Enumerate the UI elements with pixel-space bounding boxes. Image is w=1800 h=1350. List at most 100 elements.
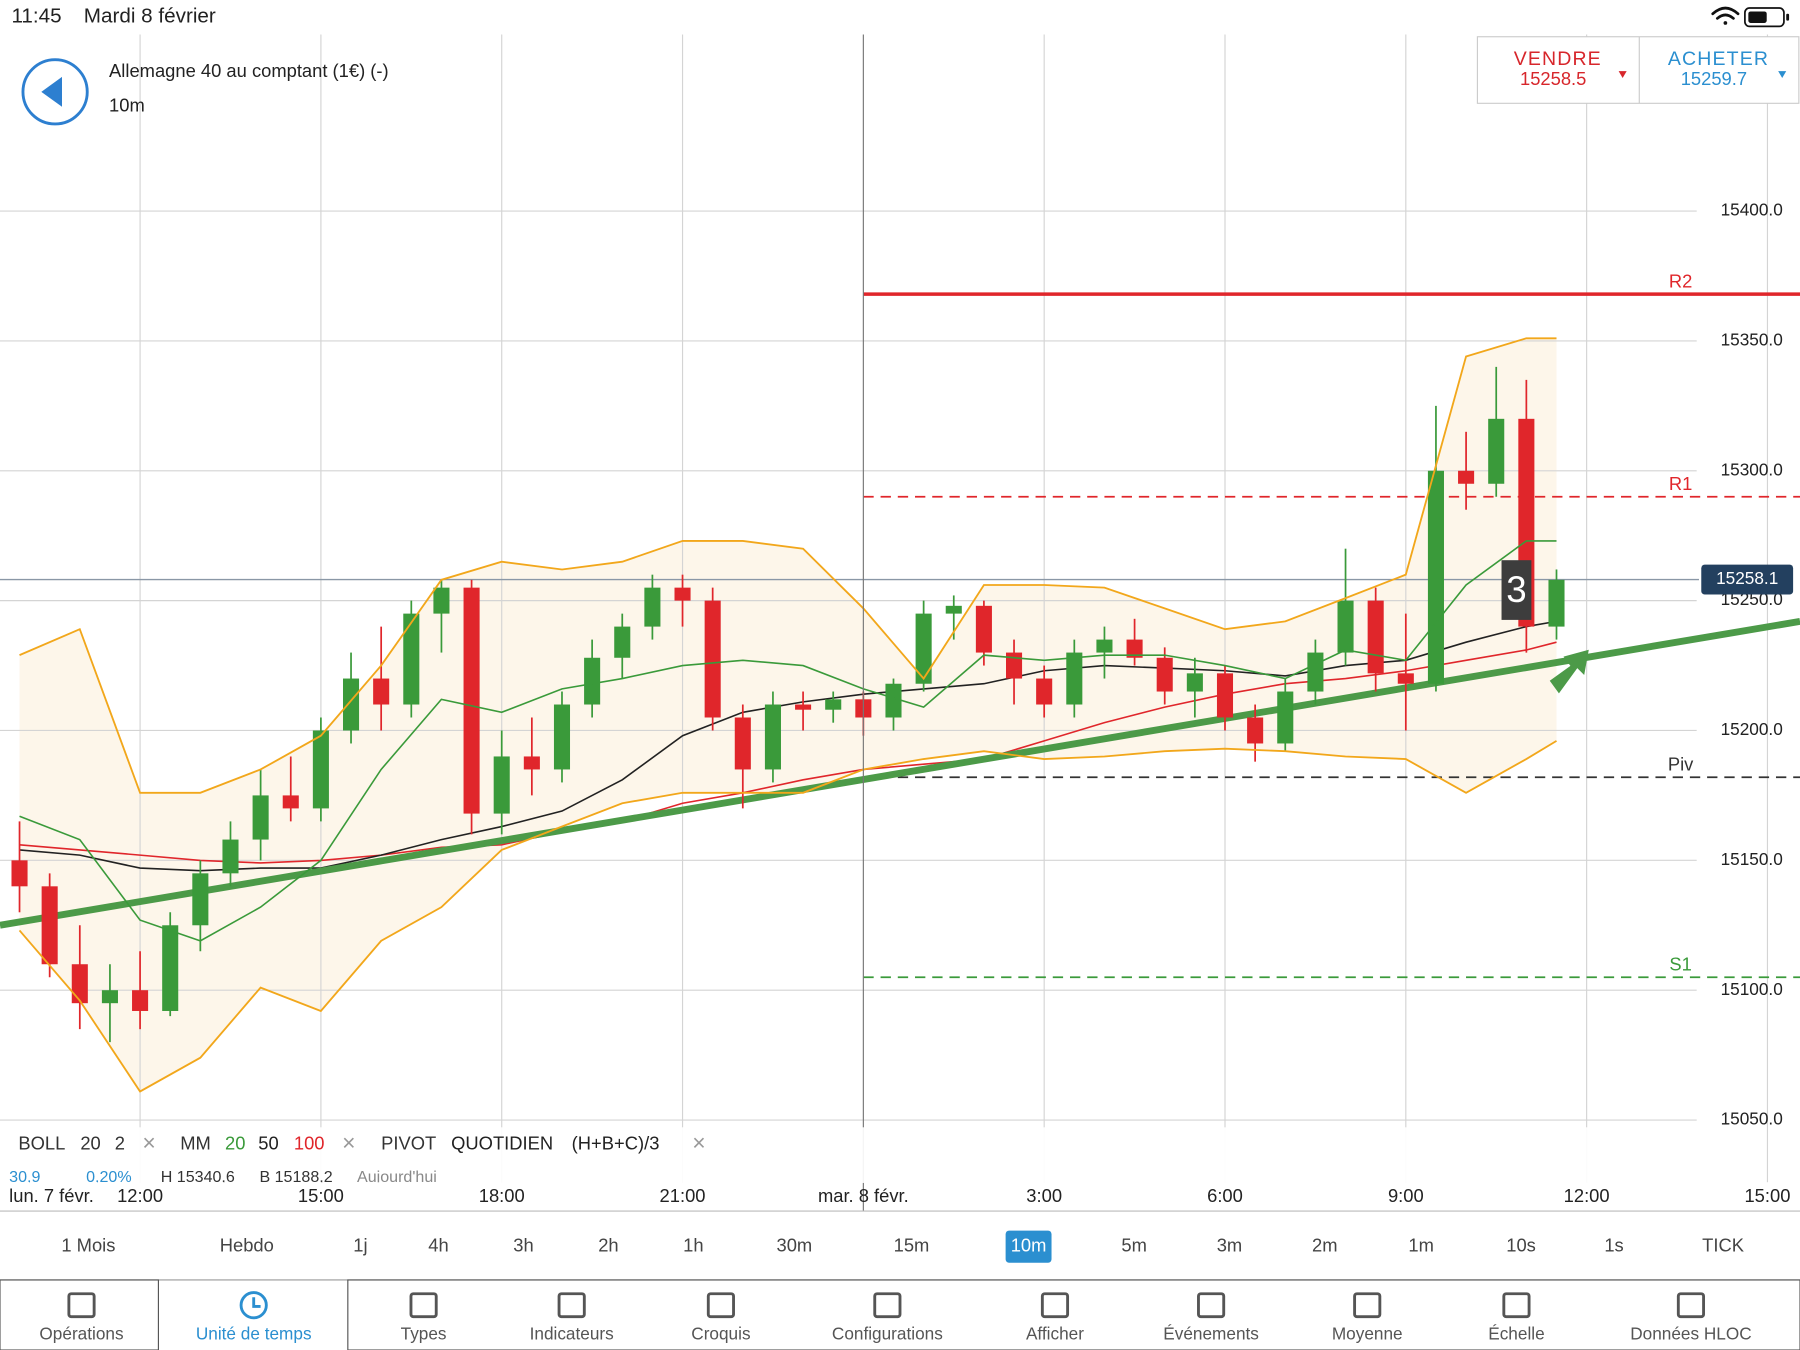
candle-body — [192, 873, 209, 926]
timeframe-button[interactable]: 5m — [1121, 1235, 1147, 1256]
timeframe-label: 4h — [428, 1235, 448, 1256]
status-time: 11:45 — [11, 5, 61, 28]
x-start-label: lun. 7 févr. — [9, 1185, 94, 1206]
timeframe-button[interactable]: 1m — [1408, 1235, 1434, 1256]
tab-icon — [1676, 1292, 1706, 1319]
candle-body — [252, 795, 269, 840]
trendline — [0, 617, 1800, 929]
timeframe-button[interactable]: 3h — [513, 1235, 533, 1256]
tab-icon — [706, 1292, 735, 1319]
tab-button[interactable]: Moyenne — [1332, 1292, 1403, 1344]
tab-button[interactable]: Données HLOC — [1630, 1292, 1752, 1344]
timeframe-button[interactable]: 10s — [1506, 1235, 1536, 1256]
tab-label: Unité de temps — [196, 1324, 312, 1344]
boll-upper — [19, 337, 1557, 794]
tab-button[interactable]: Afficher — [1026, 1292, 1084, 1344]
candle-body — [1006, 652, 1023, 679]
tab-button[interactable]: Événements — [1163, 1292, 1259, 1344]
timeframe-label: Hebdo — [220, 1235, 274, 1256]
candle-body — [463, 587, 480, 814]
candle-body — [584, 657, 601, 705]
tab-button[interactable]: Configurations — [832, 1292, 943, 1344]
candle-body — [1156, 657, 1173, 692]
candle-body — [764, 704, 781, 770]
pivot-label: Piv — [1668, 754, 1694, 775]
timeframe-button[interactable]: 10m — [1005, 1230, 1052, 1263]
candle-body — [975, 605, 992, 653]
tab-label: Événements — [1163, 1324, 1259, 1344]
candle-body — [1458, 470, 1475, 484]
buy-button[interactable]: ACHETER 15259.7 — [1668, 48, 1787, 89]
tab-icon — [1353, 1292, 1382, 1319]
candle-body — [222, 839, 239, 874]
tab-button[interactable]: Échelle — [1488, 1292, 1545, 1344]
legend-remove[interactable]: × — [692, 1130, 705, 1156]
y-tick-label: 15100.0 — [1721, 979, 1783, 999]
legend-text: 20 — [225, 1132, 245, 1153]
timeframe-button[interactable]: 1s — [1604, 1235, 1623, 1256]
candle-body — [674, 587, 691, 601]
timeframe-button[interactable]: 4h — [428, 1235, 448, 1256]
candle-body — [162, 925, 179, 1011]
candle-body — [101, 990, 118, 1004]
info-text: 30,9 — [9, 1168, 40, 1186]
candle-body — [1186, 673, 1203, 692]
timeframe-button[interactable]: 3m — [1217, 1235, 1243, 1256]
candle-body — [41, 886, 58, 965]
x-tick-label: 18:00 — [479, 1185, 525, 1206]
x-tick-label: 9:00 — [1388, 1185, 1424, 1206]
info-text: B 15188,2 — [259, 1168, 332, 1186]
candle-body — [1096, 639, 1113, 653]
band-fill — [19, 338, 1557, 1092]
tab-label: Configurations — [832, 1324, 943, 1344]
timeframe-label: 10s — [1506, 1235, 1536, 1256]
y-tick-label: 15400.0 — [1721, 200, 1783, 220]
candle-body — [11, 860, 28, 887]
timeframe-label: 1h — [683, 1235, 703, 1256]
timeframe-button[interactable]: Hebdo — [220, 1235, 274, 1256]
legend-remove[interactable]: × — [142, 1130, 155, 1156]
tab-icon — [873, 1292, 902, 1319]
timeframe-button[interactable]: TICK — [1702, 1235, 1745, 1256]
tab-button[interactable]: Indicateurs — [530, 1292, 614, 1344]
sell-button[interactable]: VENDRE 15258.5 — [1514, 48, 1627, 89]
timeframe-button[interactable]: 2h — [598, 1235, 618, 1256]
tab-frame — [347, 1279, 1800, 1350]
timeframe-button[interactable]: 30m — [777, 1235, 813, 1256]
tab-button[interactable]: Unité de temps — [196, 1291, 312, 1344]
candle-body — [825, 699, 842, 710]
legend-text: 2 — [115, 1132, 125, 1153]
x-tick-label: 12:00 — [1564, 1185, 1610, 1206]
legend-remove[interactable]: × — [342, 1130, 355, 1156]
tab-icon — [409, 1292, 438, 1319]
pivot-label: S1 — [1669, 954, 1691, 975]
tab-button[interactable]: Opérations — [39, 1292, 124, 1344]
timeframe-label: 2h — [598, 1235, 618, 1256]
candle-body — [493, 756, 510, 814]
timeframe-button[interactable]: 2m — [1312, 1235, 1338, 1256]
wifi-icon — [1711, 6, 1740, 25]
candle-body — [1367, 600, 1384, 674]
axis-band — [0, 1182, 1800, 1183]
tab-label: Types — [401, 1324, 447, 1344]
candle-body — [1126, 639, 1143, 658]
tab-icon — [239, 1291, 268, 1320]
timeframe-button[interactable]: 1 Mois — [61, 1235, 115, 1256]
tab-icon — [1502, 1292, 1531, 1319]
candle-body — [915, 613, 932, 684]
tab-button[interactable]: Types — [401, 1292, 447, 1344]
back-button[interactable] — [21, 58, 89, 126]
price-tag-text: 15258.1 — [1716, 568, 1778, 588]
timeframe-label: 15m — [894, 1235, 930, 1256]
instrument-interval: 10m — [109, 95, 145, 116]
tab-icon — [1040, 1292, 1070, 1319]
legend-text: 20 — [80, 1132, 100, 1153]
timeframe-button[interactable]: 1h — [683, 1235, 703, 1256]
timeframe-button[interactable]: 1j — [353, 1235, 367, 1256]
legend-bg — [0, 1127, 1699, 1183]
tab-label: Afficher — [1026, 1324, 1084, 1344]
timeframe-button[interactable]: 15m — [894, 1235, 930, 1256]
tab-button[interactable]: Croquis — [691, 1292, 751, 1344]
legend-text: QUOTIDIEN — [451, 1132, 553, 1153]
